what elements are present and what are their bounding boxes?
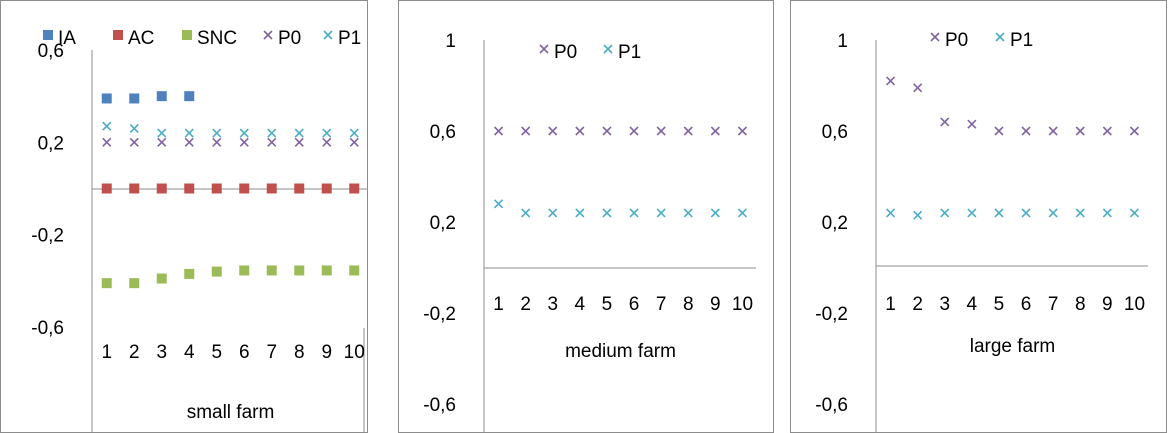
data-point: [294, 184, 304, 194]
x-tick-label: 3: [939, 294, 950, 315]
x-tick-label: 1: [885, 294, 896, 315]
y-tick-label: 0,2: [430, 213, 456, 234]
x-tick-label: 8: [1075, 294, 1086, 315]
x-tick-label: 2: [520, 294, 531, 315]
x-tick-label: 6: [1021, 294, 1032, 315]
x-tick-label: 6: [239, 342, 250, 363]
legend-label: AC: [128, 28, 154, 49]
y-tick-label: 0,6: [822, 122, 848, 143]
x-tick-label: 4: [967, 294, 978, 315]
legend-marker: [43, 30, 53, 40]
x-tick-label: 1: [101, 342, 112, 363]
data-point: [102, 278, 112, 288]
x-tick-label: 2: [912, 294, 923, 315]
legend-label: P1: [618, 42, 641, 63]
y-tick-label: -0,6: [31, 318, 64, 339]
data-point: [294, 265, 304, 275]
data-point: [239, 265, 249, 275]
x-tick-label: 8: [294, 342, 305, 363]
y-tick-label: -0,6: [423, 395, 456, 416]
legend-marker: [113, 30, 123, 40]
data-point: [184, 184, 194, 194]
chart-panel-1: 0,60,2-0,2-0,61 2 3 4 5 6 7 8 9 10small farmIA AC S…: [1, 1, 369, 433]
x-tick-label: 7: [656, 294, 667, 315]
legend-label: P1: [1010, 30, 1033, 51]
x-tick-label: 5: [602, 294, 613, 315]
x-tick-label: 5: [994, 294, 1005, 315]
x-tick-label: 2: [129, 342, 140, 363]
y-tick-label: 1: [445, 31, 456, 52]
data-point: [129, 93, 139, 103]
data-point: [102, 184, 112, 194]
y-tick-label: -0,2: [815, 304, 848, 325]
x-tick-label: 6: [629, 294, 640, 315]
x-tick-label: 10: [1124, 294, 1145, 315]
data-point: [129, 278, 139, 288]
data-point: [184, 269, 194, 279]
y-tick-label: -0,6: [815, 395, 848, 416]
data-point: [157, 274, 167, 284]
y-tick-label: 1: [837, 31, 848, 52]
data-point: [322, 184, 332, 194]
x-tick-label: 9: [1102, 294, 1113, 315]
x-tick-label: 7: [1048, 294, 1059, 315]
x-tick-label: 5: [211, 342, 222, 363]
data-point: [239, 184, 249, 194]
data-point: [267, 265, 277, 275]
x-tick-label: 9: [710, 294, 721, 315]
data-point: [349, 265, 359, 275]
x-tick-label: 10: [344, 342, 365, 363]
y-tick-label: 0,6: [430, 122, 456, 143]
data-point: [349, 184, 359, 194]
x-tick-label: 8: [683, 294, 694, 315]
data-point: [129, 184, 139, 194]
x-tick-label: 9: [321, 342, 332, 363]
data-point: [322, 265, 332, 275]
data-point: [212, 267, 222, 277]
data-point: [267, 184, 277, 194]
y-tick-label: 0,2: [38, 133, 64, 154]
x-tick-label: 1: [493, 294, 504, 315]
legend-label: IA: [58, 28, 76, 49]
x-tick-label: 10: [732, 294, 753, 315]
x-tick-label: 4: [575, 294, 586, 315]
legend-label: P1: [338, 28, 361, 49]
data-point: [157, 91, 167, 101]
x-tick-label: 3: [156, 342, 167, 363]
y-tick-label: -0,2: [423, 304, 456, 325]
y-tick-label: -0,2: [31, 226, 64, 247]
x-axis-label: large farm: [970, 336, 1056, 357]
legend-label: P0: [945, 30, 968, 51]
x-tick-label: 7: [266, 342, 277, 363]
y-tick-label: 0,2: [822, 213, 848, 234]
legend-marker: [182, 30, 192, 40]
data-point: [212, 184, 222, 194]
x-axis-label: medium farm: [565, 341, 676, 362]
x-tick-label: 4: [184, 342, 195, 363]
data-point: [102, 93, 112, 103]
chart-frame: [1, 1, 368, 433]
legend-label: P0: [554, 42, 577, 63]
x-tick-label: 3: [547, 294, 558, 315]
data-point: [157, 184, 167, 194]
x-axis-label: small farm: [187, 402, 275, 423]
data-point: [184, 91, 194, 101]
legend-label: SNC: [197, 28, 237, 49]
legend-label: P0: [278, 28, 301, 49]
